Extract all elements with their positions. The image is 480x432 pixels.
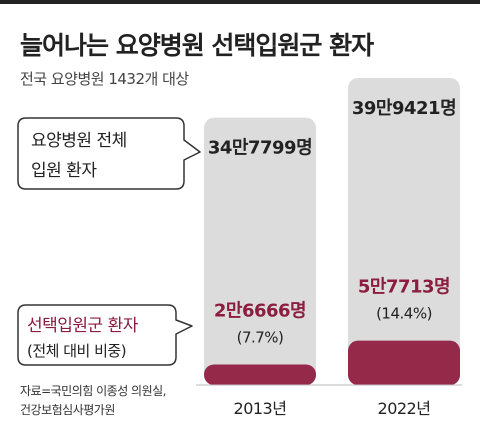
chart-subtitle: 전국 요양병원 1432개 대상	[20, 70, 189, 88]
bars-layer: 34만7799명 2만6666명 (7.7%) 2013년 39만9421명 5만7713…	[204, 78, 460, 418]
legend-selective-label-line1: 선택입원군 환자	[27, 316, 139, 336]
selective-bar	[348, 340, 460, 385]
legend-total-label-line1: 요양병원 전체	[31, 131, 127, 151]
source-line-2: 건강보험심사평가원	[20, 403, 115, 417]
legend-bubble-total: 요양병원 전체 입원 환자	[17, 117, 201, 190]
selective-share-label: (14.4%)	[376, 305, 432, 323]
selective-share-label: (7.7%)	[237, 329, 284, 347]
total-value-label: 39만9421명	[352, 98, 456, 119]
source-line-1: 자료=국민의힘 이종성 의원실,	[20, 384, 166, 398]
selective-bar	[204, 364, 316, 385]
total-bar	[348, 78, 460, 385]
selective-value-label: 2만6666명	[214, 301, 306, 322]
total-bar	[204, 117, 316, 386]
chart-title: 늘어나는 요양병원 선택입원군 환자	[20, 31, 374, 60]
category-label: 2013년	[234, 399, 287, 418]
legend-bubble-selective: 선택입원군 환자 (전체 대비 비중)	[17, 304, 193, 366]
legend-bubble-total-shape	[17, 117, 201, 190]
top-rule	[0, 0, 480, 4]
selective-value-label: 5만7713명	[358, 277, 450, 298]
legend-bubble-selective-shape	[17, 304, 193, 366]
legend-selective-label-line2: (전체 대비 비중)	[27, 342, 126, 360]
legend-total-label-line2: 입원 환자	[31, 161, 97, 181]
total-value-label: 34만7799명	[208, 138, 312, 159]
category-label: 2022년	[378, 399, 431, 418]
source-note: 자료=국민의힘 이종성 의원실, 건강보험심사평가원	[20, 382, 166, 420]
